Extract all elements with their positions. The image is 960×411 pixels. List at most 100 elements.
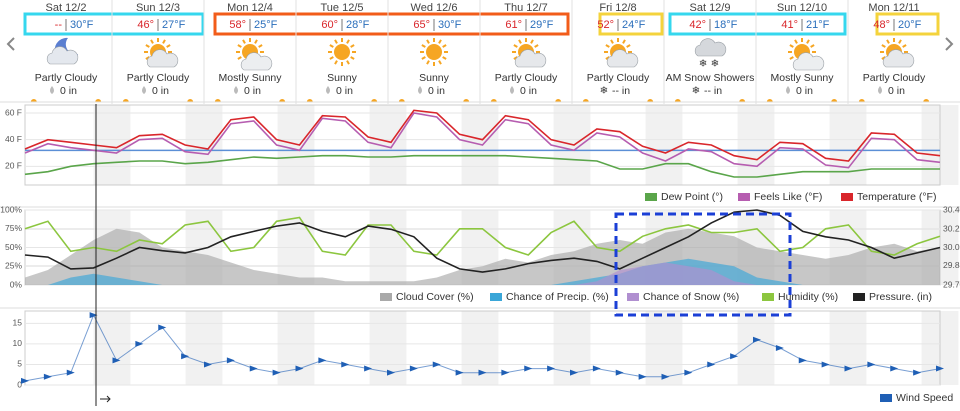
high-temp: 52° <box>597 19 614 31</box>
low-temp: 27°F <box>162 19 186 31</box>
wind-marker <box>615 369 624 376</box>
night-band <box>369 105 407 185</box>
sun-ray <box>334 60 338 65</box>
wind-marker <box>135 340 144 347</box>
highlight-box <box>875 12 940 36</box>
high-temp: 65° <box>413 19 430 31</box>
drop-icon <box>142 86 146 94</box>
sun-ray <box>789 56 794 60</box>
sun-ray <box>258 44 263 48</box>
sun-ray <box>237 56 242 60</box>
wind-marker <box>661 373 670 380</box>
series-line <box>24 216 941 256</box>
day-label: Mon 12/4 <box>227 2 273 14</box>
wind-marker <box>524 365 533 372</box>
y-tick-label: 50% <box>5 242 22 252</box>
sun-ray <box>622 39 626 44</box>
sun-marker <box>766 99 773 102</box>
annotation-box <box>614 212 792 317</box>
wind-marker <box>867 361 876 368</box>
high-temp: -- <box>55 19 63 31</box>
condition: Partly Cloudy <box>495 72 558 84</box>
series-line <box>24 109 941 162</box>
low-temp: 21°F <box>806 19 830 31</box>
wind-marker <box>684 369 693 376</box>
day-label: Mon 12/11 <box>868 2 919 14</box>
wind-marker <box>936 365 944 372</box>
wind-marker <box>158 324 167 331</box>
sun-ray <box>350 44 355 48</box>
sun-marker <box>398 99 405 102</box>
sun-ray <box>350 56 355 60</box>
y-tick-label: 0 <box>17 379 22 389</box>
wind-marker <box>432 361 441 368</box>
wind-marker <box>844 365 853 372</box>
next-arrow[interactable] <box>945 37 954 51</box>
condition: Partly Cloudy <box>127 72 190 84</box>
precip: 0 in <box>336 85 353 97</box>
precip: 0 in <box>244 85 261 97</box>
sun-marker <box>371 99 378 102</box>
cloud <box>514 49 547 68</box>
night-band <box>277 311 315 385</box>
wind-marker <box>66 369 75 376</box>
y-tick-label: 0% <box>10 279 23 289</box>
precip: 0 in <box>428 85 445 97</box>
prev-arrow[interactable] <box>6 37 15 51</box>
legend-label: Wind Speed <box>896 392 953 404</box>
low-temp: 28°F <box>346 19 370 31</box>
wind-marker <box>21 377 29 384</box>
sun-ray <box>150 39 154 44</box>
y-tick-label: 15 <box>13 318 23 328</box>
drop-icon <box>510 86 514 94</box>
sun-ray <box>237 44 242 48</box>
weather-icon <box>512 38 547 68</box>
cloud <box>146 49 179 68</box>
sun-ray <box>886 39 890 44</box>
sun-marker <box>831 99 838 102</box>
sun-ray <box>806 39 810 44</box>
precip: 0 in <box>520 85 537 97</box>
weather-icon <box>604 38 639 68</box>
wind-marker <box>364 365 373 372</box>
legend-label: Dew Point (°) <box>661 191 723 203</box>
sun-marker <box>95 99 102 102</box>
wind-marker <box>341 361 350 368</box>
wind-marker <box>226 357 235 364</box>
cloud <box>240 52 273 71</box>
y-tick-label: 60 F <box>5 107 22 117</box>
day-label: Fri 12/8 <box>599 2 636 14</box>
high-temp: 42° <box>689 19 706 31</box>
wind-marker <box>570 369 578 376</box>
wind-marker <box>478 369 487 376</box>
snow-icon: ❄ <box>600 86 608 97</box>
condition: Mostly Sunny <box>218 72 282 84</box>
sun-ray <box>346 60 350 65</box>
condition: Partly Cloudy <box>587 72 650 84</box>
y2-tick-label: 30.05 <box>943 242 960 252</box>
sun-ray <box>145 44 150 48</box>
legend-label: Chance of Precip. (%) <box>506 291 609 303</box>
high-temp: 60° <box>321 19 338 31</box>
sun-ray <box>530 39 534 44</box>
low-temp: 18°F <box>714 19 738 31</box>
highlight-box <box>668 12 847 36</box>
sun-ray <box>513 44 518 48</box>
snowflake: ❄ <box>711 59 719 70</box>
cloud <box>606 49 639 68</box>
sun-marker <box>463 99 470 102</box>
y-tick-label: 75% <box>5 223 22 233</box>
drop-icon <box>418 86 422 94</box>
legend-label: Pressure. (in) <box>869 291 932 303</box>
legend-label: Cloud Cover (%) <box>396 291 474 303</box>
sun-ray <box>421 44 426 48</box>
cloud <box>46 46 79 65</box>
sun-marker <box>674 99 681 102</box>
night-band <box>737 311 775 385</box>
day-label: Sun 12/3 <box>136 2 180 14</box>
wind-marker <box>638 373 647 380</box>
wind-marker <box>913 369 922 376</box>
legend-swatch <box>762 293 774 301</box>
drop-icon <box>326 86 330 94</box>
